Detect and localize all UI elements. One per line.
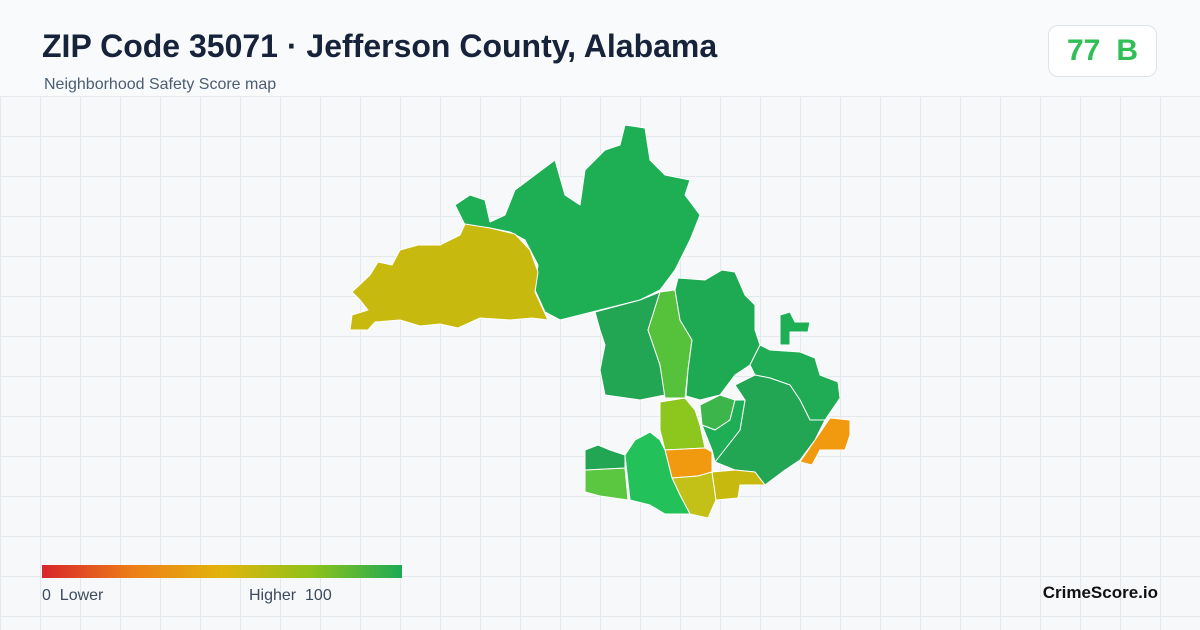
legend-max: Higher 100 (249, 587, 332, 605)
area (584, 467, 629, 501)
brand: CrimeScore.io (1042, 583, 1158, 602)
score-grade: B (1116, 34, 1139, 67)
legend-min-label: Lower (59, 587, 104, 604)
area (779, 311, 811, 346)
header: ZIP Code 35071 · Jefferson County, Alaba… (0, 0, 1200, 97)
legend-min-value: 0 (42, 587, 51, 604)
legend-max-value: 100 (305, 587, 332, 604)
legend-max-label: Higher (249, 587, 297, 604)
score-value: 77 (1066, 34, 1101, 67)
area (701, 399, 746, 463)
legend-min: 0 Lower (42, 587, 103, 605)
area (349, 223, 549, 331)
score-badge: 77 B (1048, 25, 1157, 77)
subtitle: Neighborhood Safety Score map (44, 76, 277, 93)
area (799, 417, 851, 466)
legend-gradient (42, 565, 402, 578)
area (594, 291, 666, 401)
area (659, 397, 706, 451)
title: ZIP Code 35071 · Jefferson County, Alaba… (42, 28, 718, 64)
area (624, 431, 691, 515)
area (584, 444, 626, 471)
area (711, 469, 766, 501)
